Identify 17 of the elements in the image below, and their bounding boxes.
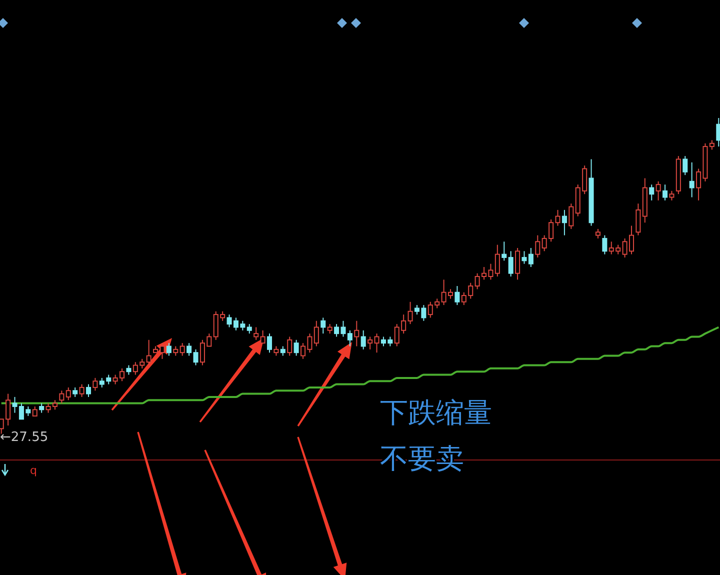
annotation: 下跌缩量 — [380, 396, 492, 429]
candlestick — [146, 339, 152, 366]
candlestick — [287, 336, 292, 356]
candlestick — [59, 390, 64, 404]
text: q — [30, 464, 37, 477]
candlestick — [280, 346, 286, 356]
candlestick — [320, 317, 326, 334]
annotation: ←27.55 — [0, 430, 48, 445]
candlestick — [636, 203, 641, 236]
candlestick — [588, 158, 594, 226]
candlestick — [716, 118, 720, 148]
candlestick — [689, 162, 694, 198]
candlestick — [274, 346, 279, 356]
candlestick — [562, 209, 567, 236]
candlestick — [173, 346, 178, 356]
candlestick — [354, 320, 360, 347]
candlestick — [254, 326, 259, 340]
